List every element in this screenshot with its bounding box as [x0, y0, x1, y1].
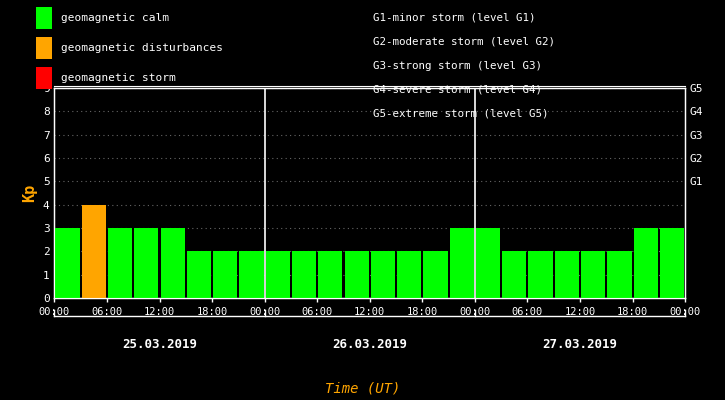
Bar: [134, 228, 159, 298]
Bar: [344, 251, 369, 298]
Bar: [450, 228, 474, 298]
Bar: [529, 251, 552, 298]
Bar: [502, 251, 526, 298]
Bar: [187, 251, 211, 298]
Text: geomagnetic calm: geomagnetic calm: [61, 13, 169, 23]
Bar: [239, 251, 264, 298]
Bar: [423, 251, 447, 298]
Text: Time (UT): Time (UT): [325, 382, 400, 396]
Bar: [55, 228, 80, 298]
Bar: [265, 251, 290, 298]
Bar: [660, 228, 684, 298]
Bar: [82, 205, 106, 298]
Text: 27.03.2019: 27.03.2019: [542, 338, 618, 351]
Text: G4-severe storm (level G4): G4-severe storm (level G4): [373, 85, 542, 95]
Bar: [370, 251, 395, 298]
Text: 26.03.2019: 26.03.2019: [332, 338, 407, 351]
Text: G5-extreme storm (level G5): G5-extreme storm (level G5): [373, 109, 549, 119]
Bar: [160, 228, 185, 298]
Text: G2-moderate storm (level G2): G2-moderate storm (level G2): [373, 37, 555, 47]
Text: geomagnetic storm: geomagnetic storm: [61, 73, 175, 83]
Text: G3-strong storm (level G3): G3-strong storm (level G3): [373, 61, 542, 71]
Bar: [292, 251, 316, 298]
Bar: [581, 251, 605, 298]
Bar: [318, 251, 342, 298]
Text: 25.03.2019: 25.03.2019: [122, 338, 197, 351]
Bar: [213, 251, 237, 298]
Text: geomagnetic disturbances: geomagnetic disturbances: [61, 43, 223, 53]
Bar: [397, 251, 421, 298]
Bar: [476, 228, 500, 298]
Y-axis label: Kp: Kp: [22, 184, 37, 202]
Bar: [608, 251, 631, 298]
Bar: [634, 228, 658, 298]
Bar: [555, 251, 579, 298]
Bar: [108, 228, 132, 298]
Text: G1-minor storm (level G1): G1-minor storm (level G1): [373, 13, 536, 23]
